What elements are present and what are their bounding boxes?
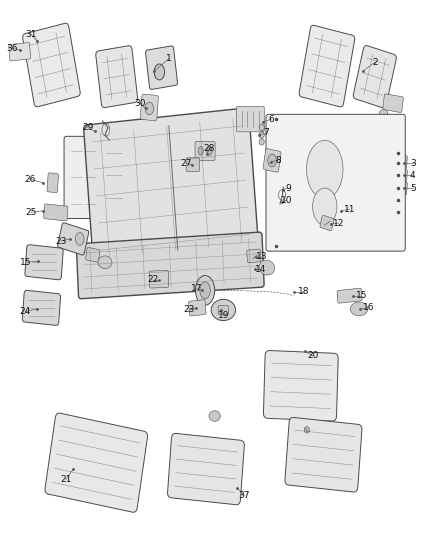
Text: 28: 28 — [204, 144, 215, 154]
Ellipse shape — [307, 140, 343, 199]
FancyBboxPatch shape — [76, 232, 264, 298]
Ellipse shape — [259, 139, 264, 145]
FancyBboxPatch shape — [353, 45, 396, 108]
Text: 19: 19 — [218, 311, 229, 320]
Ellipse shape — [154, 64, 165, 80]
Text: 30: 30 — [134, 99, 145, 108]
Text: 18: 18 — [298, 287, 310, 296]
FancyBboxPatch shape — [186, 158, 200, 172]
Text: 13: 13 — [256, 253, 268, 262]
FancyBboxPatch shape — [25, 245, 63, 280]
Text: 9: 9 — [285, 183, 291, 192]
FancyBboxPatch shape — [285, 417, 362, 492]
Ellipse shape — [211, 300, 236, 320]
FancyBboxPatch shape — [237, 107, 264, 132]
Text: 5: 5 — [410, 183, 416, 192]
Text: 7: 7 — [263, 128, 269, 138]
FancyBboxPatch shape — [395, 155, 407, 168]
FancyBboxPatch shape — [45, 413, 148, 512]
Text: 27: 27 — [180, 159, 192, 167]
FancyBboxPatch shape — [395, 168, 407, 182]
FancyBboxPatch shape — [22, 290, 60, 325]
FancyBboxPatch shape — [337, 288, 362, 303]
FancyBboxPatch shape — [195, 141, 215, 160]
FancyBboxPatch shape — [218, 306, 229, 314]
FancyBboxPatch shape — [264, 351, 338, 421]
Ellipse shape — [313, 188, 337, 225]
FancyBboxPatch shape — [266, 114, 405, 251]
Text: 20: 20 — [307, 351, 318, 360]
FancyBboxPatch shape — [168, 433, 244, 505]
FancyBboxPatch shape — [44, 204, 68, 221]
Text: 1: 1 — [166, 54, 172, 63]
FancyBboxPatch shape — [383, 94, 403, 112]
Ellipse shape — [200, 282, 210, 299]
Text: 10: 10 — [281, 196, 292, 205]
Text: 36: 36 — [7, 44, 18, 53]
Text: 25: 25 — [25, 208, 37, 217]
Ellipse shape — [209, 411, 220, 421]
Text: 3: 3 — [410, 159, 416, 167]
Ellipse shape — [198, 147, 203, 155]
Ellipse shape — [145, 102, 154, 115]
Text: 6: 6 — [268, 115, 274, 124]
FancyBboxPatch shape — [47, 173, 59, 192]
Text: 24: 24 — [20, 307, 31, 316]
Ellipse shape — [259, 124, 264, 131]
FancyBboxPatch shape — [64, 136, 102, 219]
Text: 4: 4 — [410, 171, 416, 180]
Text: 14: 14 — [254, 265, 266, 273]
Ellipse shape — [304, 426, 310, 433]
FancyBboxPatch shape — [58, 223, 89, 255]
FancyBboxPatch shape — [189, 300, 206, 316]
FancyBboxPatch shape — [23, 23, 80, 107]
Text: 31: 31 — [25, 30, 37, 39]
FancyBboxPatch shape — [84, 108, 258, 268]
FancyBboxPatch shape — [263, 149, 281, 172]
Ellipse shape — [259, 132, 264, 138]
FancyBboxPatch shape — [320, 215, 334, 231]
Ellipse shape — [195, 276, 215, 305]
Text: 15: 15 — [356, 291, 367, 300]
FancyBboxPatch shape — [86, 247, 100, 262]
Text: 26: 26 — [24, 174, 35, 183]
Text: 15: 15 — [20, 258, 31, 266]
Text: 22: 22 — [147, 275, 159, 284]
Text: 23: 23 — [184, 305, 195, 314]
Text: 23: 23 — [56, 237, 67, 246]
Ellipse shape — [75, 232, 84, 245]
Text: 12: 12 — [333, 219, 344, 228]
Ellipse shape — [268, 154, 276, 167]
Text: 29: 29 — [82, 123, 93, 132]
Text: 11: 11 — [344, 205, 355, 214]
Text: 16: 16 — [364, 303, 375, 312]
Text: 17: 17 — [191, 284, 202, 293]
Ellipse shape — [379, 110, 388, 118]
Ellipse shape — [259, 260, 275, 275]
Ellipse shape — [98, 256, 112, 269]
FancyBboxPatch shape — [140, 94, 159, 121]
Text: 8: 8 — [275, 156, 281, 165]
FancyBboxPatch shape — [145, 46, 177, 90]
FancyBboxPatch shape — [101, 142, 127, 209]
FancyBboxPatch shape — [395, 181, 407, 195]
Text: 2: 2 — [372, 58, 378, 67]
FancyBboxPatch shape — [96, 46, 138, 108]
Ellipse shape — [207, 147, 212, 155]
FancyBboxPatch shape — [299, 25, 355, 107]
Ellipse shape — [350, 302, 368, 316]
FancyBboxPatch shape — [9, 43, 31, 61]
FancyBboxPatch shape — [149, 270, 169, 288]
FancyBboxPatch shape — [247, 249, 261, 263]
Text: 37: 37 — [239, 491, 250, 500]
Text: 21: 21 — [60, 475, 71, 484]
